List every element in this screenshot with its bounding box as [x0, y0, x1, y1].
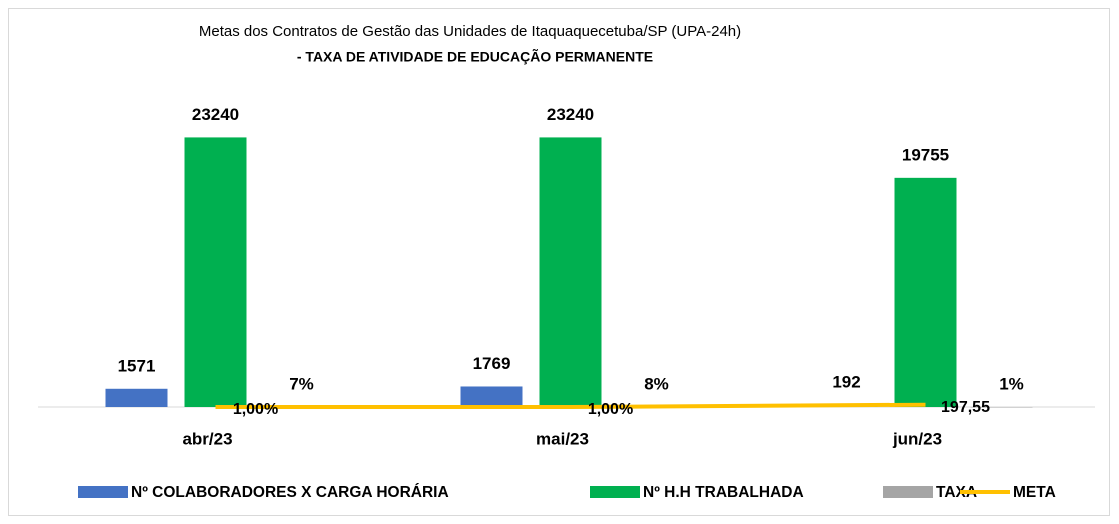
bar: [460, 386, 523, 407]
x-tick-label: abr/23: [182, 429, 232, 448]
x-tick-label: mai/23: [536, 429, 589, 448]
legend-label: Nº COLABORADORES X CARGA HORÁRIA: [131, 484, 449, 501]
legend-swatch: [78, 486, 128, 498]
data-label: 7%: [289, 374, 314, 393]
chart-subtitle: - TAXA DE ATIVIDADE DE EDUCAÇÃO PERMANEN…: [297, 48, 653, 65]
data-label: 19755: [902, 145, 949, 164]
legend-label: META: [1013, 484, 1056, 501]
legend-swatch: [590, 486, 640, 498]
data-label: 23240: [547, 105, 594, 124]
data-label: 1571: [118, 356, 156, 375]
data-label: 1,00%: [233, 401, 278, 418]
chart-title: Metas dos Contratos de Gestão das Unidad…: [199, 23, 741, 40]
data-label: 23240: [192, 105, 239, 124]
x-tick-label: jun/23: [892, 429, 942, 448]
data-label: 8%: [644, 374, 669, 393]
data-label: 192: [832, 372, 860, 391]
meta-line: [215, 402, 926, 409]
bar: [539, 137, 602, 407]
data-label: 1769: [473, 354, 511, 373]
legend-swatch: [883, 486, 933, 498]
legend-label: Nº H.H TRABALHADA: [643, 484, 804, 501]
bar: [894, 177, 957, 407]
legend-label: TAXA: [936, 484, 977, 501]
bar: [105, 388, 168, 407]
data-label: 1%: [999, 374, 1024, 393]
bar: [184, 137, 247, 407]
data-label: 197,55: [941, 399, 990, 416]
data-label: 1,00%: [588, 401, 633, 418]
bar: [970, 406, 1033, 408]
